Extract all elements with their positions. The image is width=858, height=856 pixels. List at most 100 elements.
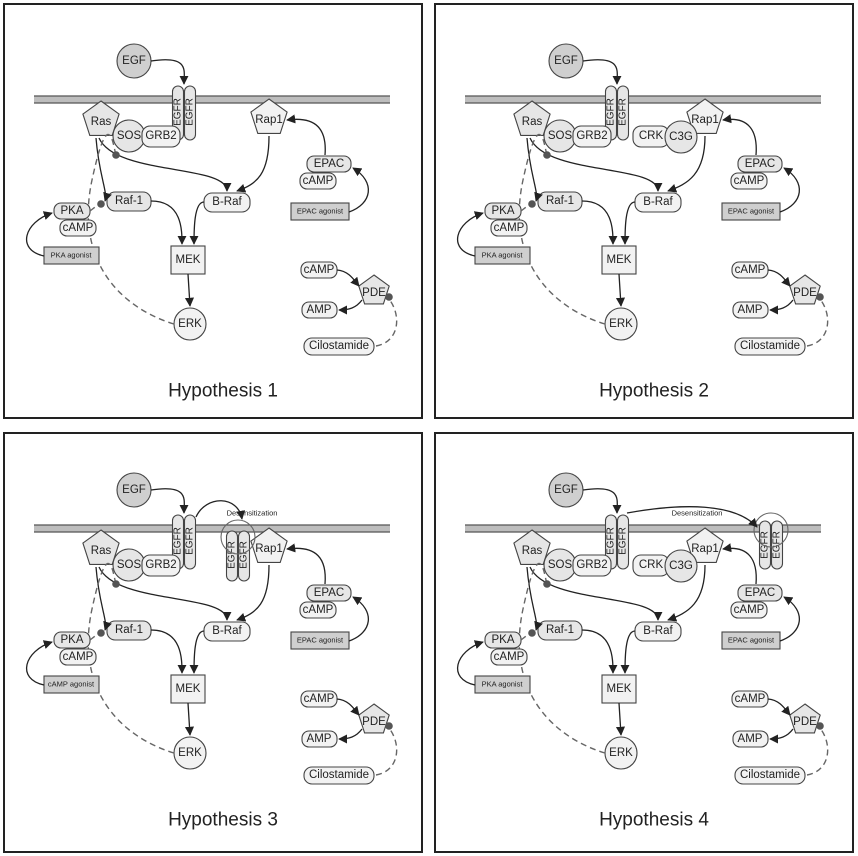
pka-camp-label: cAMP <box>494 222 525 234</box>
epac-agonist-arrow <box>779 596 801 642</box>
epac-label: EPAC <box>745 587 775 599</box>
rap1-node <box>686 527 724 563</box>
epac-camp-label: cAMP <box>734 604 765 616</box>
erk-label: ERK <box>609 747 633 759</box>
epac-agonist-label: EPAC agonist <box>297 207 344 216</box>
braf-label: B-Raf <box>212 196 242 208</box>
cilostamide-inhibits-pde-end <box>816 293 824 301</box>
membrane <box>465 96 821 103</box>
ras-to-braf-arrow <box>529 137 663 192</box>
grb2-label: GRB2 <box>576 130 607 142</box>
grb2-node <box>572 554 612 577</box>
rap1-label: Rap1 <box>255 114 283 126</box>
internalized-egfr-bar <box>770 520 784 570</box>
ras-to-braf-arrow <box>98 566 232 621</box>
grb2-node <box>572 125 612 148</box>
pka-inhibits-raf1-end <box>528 629 536 637</box>
pka-agonist-arrow <box>26 211 53 257</box>
raf1-label: Raf-1 <box>115 195 143 207</box>
epac-camp-node <box>299 601 337 619</box>
ras-to-braf-arrow <box>98 137 232 192</box>
epac-node <box>306 155 352 173</box>
cilostamide-node <box>303 766 375 785</box>
pde-to-amp-arrow <box>769 728 794 744</box>
pde-to-amp-arrow <box>338 728 363 744</box>
mek-node <box>170 674 206 704</box>
epac-to-rap1-arrow <box>286 114 326 156</box>
egfr-bar <box>183 514 197 570</box>
ras-to-raf1-arrow <box>95 137 112 202</box>
erk-inhibits-sos <box>87 134 175 325</box>
cilostamide-inhibits-pde <box>806 727 829 776</box>
ras-node <box>82 100 120 136</box>
vesicle <box>220 519 256 555</box>
ras-node <box>82 529 120 565</box>
sos-label: SOS <box>548 559 573 571</box>
cilostamide-label: Cilostamide <box>309 340 369 352</box>
egfr-label: EGFR <box>173 98 184 126</box>
pka-label: PKA <box>60 205 83 217</box>
epac-agonist-label: EPAC agonist <box>728 207 775 216</box>
ras-to-raf1-arrow <box>95 566 112 631</box>
pde-node <box>358 703 390 734</box>
pde-camp-label: cAMP <box>735 693 766 705</box>
internalized-egfr-label: EGFR <box>227 541 238 569</box>
desensitization-label: Desensitization <box>672 509 723 518</box>
pde-node <box>789 703 821 734</box>
mek-label: MEK <box>607 683 632 695</box>
epac-node <box>306 584 352 602</box>
amp-node <box>732 301 769 319</box>
ras-to-raf1-arrow <box>526 137 543 202</box>
desensitization-arrow <box>626 506 758 528</box>
grb2-label: GRB2 <box>576 559 607 571</box>
pde-camp-label: cAMP <box>304 693 335 705</box>
grb2-label: GRB2 <box>145 559 176 571</box>
pka-camp-label: cAMP <box>63 651 94 663</box>
pka-agonist-arrow <box>26 640 53 686</box>
epac-camp-label: cAMP <box>734 175 765 187</box>
egfr-label: EGFR <box>618 527 629 555</box>
erk-inhibits-sos-end <box>543 151 551 159</box>
erk-inhibits-sos <box>518 563 606 754</box>
braf-label: B-Raf <box>212 625 242 637</box>
braf-label: B-Raf <box>643 625 673 637</box>
camp-to-pde-arrow <box>336 698 360 716</box>
pka-label: PKA <box>60 634 83 646</box>
pde-label: PDE <box>362 287 386 299</box>
epac-node <box>737 584 783 602</box>
amp-node <box>301 730 338 748</box>
erk-label: ERK <box>609 318 633 330</box>
panel-title: Hypothesis 4 <box>599 810 709 831</box>
pka-agonist-arrow <box>457 211 484 257</box>
rap1-label: Rap1 <box>691 114 719 126</box>
camp-to-pde-arrow <box>767 269 791 287</box>
pka-agonist-label: PKA agonist <box>51 251 93 260</box>
egfr-label: EGFR <box>185 98 196 126</box>
c3g-label: C3G <box>669 131 693 143</box>
mek-label: MEK <box>607 254 632 266</box>
membrane <box>34 525 390 532</box>
egf-label: EGF <box>554 55 578 67</box>
cilostamide-inhibits-pde-end <box>385 293 393 301</box>
pka-camp-node <box>490 219 528 237</box>
desensitization-label: Desensitization <box>227 509 278 518</box>
rap1-node <box>250 527 288 563</box>
pde-node <box>358 274 390 305</box>
erk-inhibits-sos <box>518 134 606 325</box>
raf1-label: Raf-1 <box>115 624 143 636</box>
cilostamide-inhibits-pde-end <box>816 722 824 730</box>
epac-agonist-arrow <box>779 167 801 213</box>
cilostamide-node <box>303 337 375 356</box>
pde-label: PDE <box>362 716 386 728</box>
egfr-label: EGFR <box>606 527 617 555</box>
membrane <box>465 525 821 532</box>
panel-2: EGF EGFR EGFR Ras SOS GRB2 Rap1 CRK C3G EPAC cAMP E… <box>434 3 854 419</box>
epac-label: EPAC <box>314 587 344 599</box>
amp-node <box>732 730 769 748</box>
pde-camp-label: cAMP <box>304 264 335 276</box>
membrane <box>34 96 390 103</box>
pde-to-amp-arrow <box>769 299 794 315</box>
epac-camp-label: cAMP <box>303 604 334 616</box>
egfr-label: EGFR <box>606 98 617 126</box>
